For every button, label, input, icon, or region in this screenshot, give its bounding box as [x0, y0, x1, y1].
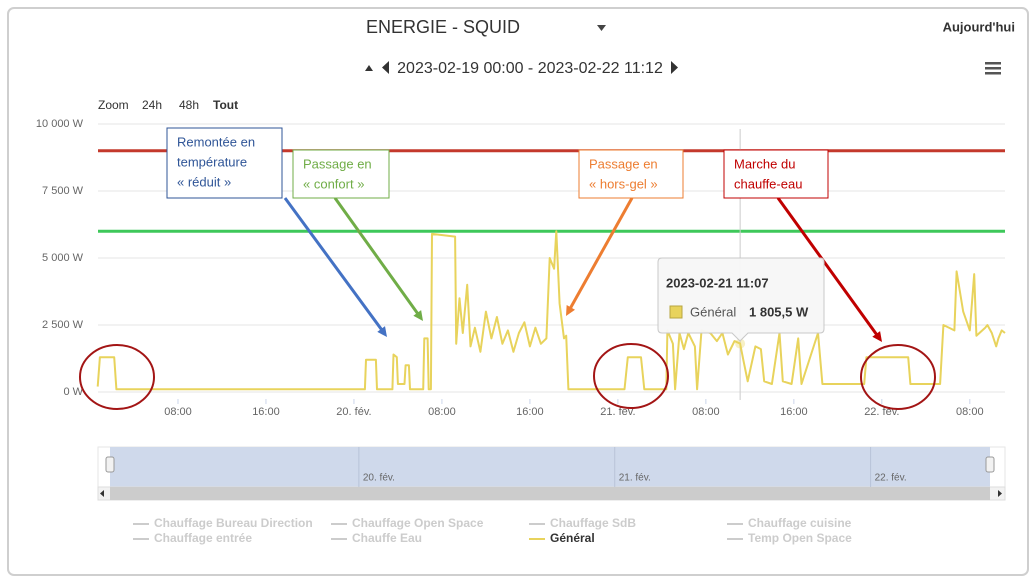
annotation-text: chauffe-eau [734, 176, 802, 191]
scroll-left[interactable] [100, 490, 104, 497]
x-tick-label: 22. fév. [864, 406, 899, 418]
navigator-handle[interactable] [985, 456, 995, 473]
annotation-arrowhead [377, 326, 387, 337]
menu-bar [985, 62, 1001, 65]
y-tick-label: 5 000 W [42, 252, 84, 264]
scroll-right[interactable] [998, 490, 1002, 497]
navigator-range [110, 447, 990, 487]
navigator-handle[interactable] [105, 456, 115, 473]
zoom-label: Zoom [98, 98, 129, 112]
legend-item[interactable]: Chauffage Open Space [352, 516, 484, 530]
title-caret[interactable] [597, 25, 606, 31]
chart-title[interactable]: ENERGIE - SQUID [366, 17, 520, 37]
menu-bar [985, 67, 1001, 70]
annotations: Remontée en température « réduit » Passage … [79, 127, 936, 410]
highlight-ellipse [79, 344, 155, 410]
annotation-text: « hors-gel » [589, 176, 658, 191]
zoom-button[interactable]: 24h [142, 98, 162, 112]
x-tick-label: 08:00 [428, 406, 456, 418]
annotation-box [166, 127, 283, 199]
date-range: 2023-02-19 00:00 - 2023-02-22 11:12 [397, 60, 663, 77]
navigator-label: 20. fév. [363, 473, 395, 484]
annotation-arrowhead [413, 310, 423, 321]
y-tick-label: 0 W [63, 386, 83, 398]
menu-bar [985, 72, 1001, 75]
highlight-ellipse [860, 344, 936, 410]
y-tick-label: 7 500 W [42, 185, 84, 197]
annotation-text: « réduit » [177, 174, 231, 189]
annotation-arrow [776, 197, 880, 339]
tooltip-value: 1 805,5 W [749, 304, 809, 319]
x-tick-label: 16:00 [780, 406, 808, 418]
zoom-buttons: 24h 48h Tout [142, 98, 238, 112]
annotation-arrow [567, 197, 634, 312]
legend-item[interactable]: Chauffage entrée [154, 531, 252, 545]
x-tick-label: 20. fév. [336, 406, 371, 418]
annotation-box [723, 149, 829, 199]
legend-item[interactable]: Général [550, 531, 595, 545]
annotation-text: « confort » [303, 176, 364, 191]
tooltip-series: Général [690, 304, 736, 319]
annotation-text: Passage en [589, 156, 658, 171]
scrollbar-thumb[interactable] [110, 487, 990, 500]
annotation-box [578, 149, 684, 199]
annotation-arrow [333, 197, 421, 317]
navigator-label: 21. fév. [619, 473, 651, 484]
navigator-labels: 20. fév. 21. fév. 22. fév. [358, 447, 907, 487]
x-tick-label: 08:00 [956, 406, 984, 418]
legend: Chauffage Bureau Direction Chauffage Open… [133, 516, 852, 545]
legend-item[interactable]: Chauffe Eau [352, 531, 422, 545]
annotation-text: Passage en [303, 156, 372, 171]
annotation-text: température [177, 154, 247, 169]
today-button[interactable]: Aujourd'hui [943, 19, 1015, 34]
tooltip: 2023-02-21 11:07 Général 1 805,5 W [657, 257, 825, 349]
tooltip-swatch [669, 305, 683, 319]
zoom-button[interactable]: 48h [179, 98, 199, 112]
navigator-label: 22. fév. [875, 473, 907, 484]
x-tick-label: 21. fév. [600, 406, 635, 418]
annotation-arrow [283, 197, 385, 334]
nav-next[interactable] [671, 61, 678, 74]
x-tick-label: 16:00 [516, 406, 544, 418]
annotation-text: Marche du [734, 156, 795, 171]
tooltip-box [657, 257, 825, 342]
annotation-box [292, 149, 390, 199]
series-line [96, 230, 1006, 391]
x-tick-label: 08:00 [692, 406, 720, 418]
navigator [97, 446, 1006, 501]
legend-item[interactable]: Chauffage cuisine [748, 516, 852, 530]
menu-button[interactable] [985, 62, 1001, 75]
legend-item[interactable]: Chauffage SdB [550, 516, 636, 530]
highlight-ellipse [593, 343, 669, 409]
nav-prev[interactable] [382, 61, 389, 74]
tooltip-marker [735, 338, 746, 349]
nav-up[interactable] [365, 65, 373, 71]
x-tick-label: 08:00 [164, 406, 192, 418]
y-tick-label: 10 000 W [36, 118, 84, 130]
x-tick-label: 16:00 [252, 406, 280, 418]
annotation-arrowhead [566, 305, 576, 316]
legend-item[interactable]: Temp Open Space [748, 531, 852, 545]
tooltip-title: 2023-02-21 11:07 [666, 275, 769, 290]
annotation-arrowhead [872, 331, 882, 342]
grid: 0 W 2 500 W 5 000 W 7 500 W 10 000 W [36, 118, 1005, 398]
y-tick-label: 2 500 W [42, 319, 84, 331]
annotation-text: Remontée en [177, 134, 255, 149]
legend-item[interactable]: Chauffage Bureau Direction [154, 516, 313, 530]
zoom-button[interactable]: Tout [213, 98, 238, 112]
